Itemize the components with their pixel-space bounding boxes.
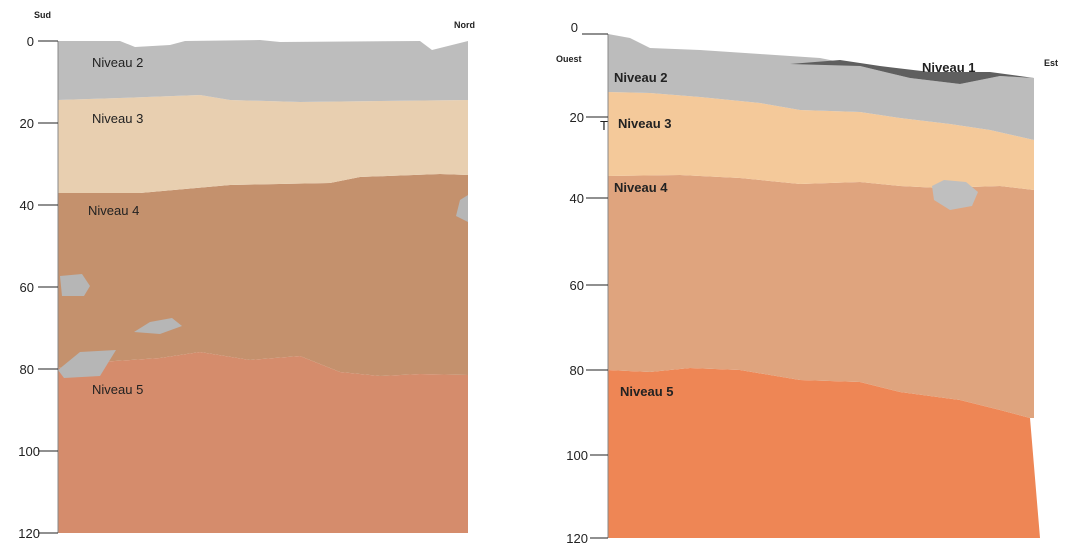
right-direction-end: Est <box>1044 58 1058 68</box>
right-layer-3-label: Niveau 3 <box>618 116 671 131</box>
right-axis-ticks <box>582 33 608 539</box>
right-layer-4-label: Niveau 4 <box>614 180 668 195</box>
right-layer-1-label: Niveau 1 <box>922 60 975 75</box>
right-layer-5 <box>608 368 1040 538</box>
left-gray-patch-3 <box>58 350 116 378</box>
left-tick-0: 0 <box>27 34 34 49</box>
right-layer-1 <box>790 60 1034 84</box>
right-layer-4 <box>608 175 1034 418</box>
left-layer-5 <box>58 352 468 533</box>
left-layer-3 <box>58 95 468 193</box>
right-section: 0 20 40 60 80 100 120 Ouest Est T Niveau… <box>556 20 1058 545</box>
right-tick-120: 120 <box>566 531 588 545</box>
left-gray-patch-2 <box>134 318 182 334</box>
right-direction-start: Ouest <box>556 54 582 64</box>
stray-mark: T <box>600 118 608 133</box>
left-layer-3-label: Niveau 3 <box>92 111 143 126</box>
left-direction-end: Nord <box>454 20 475 30</box>
left-layer-2 <box>58 40 468 102</box>
right-layer-2-label: Niveau 2 <box>614 70 667 85</box>
right-layer-3 <box>608 92 1034 190</box>
left-axis-ticks <box>38 40 58 534</box>
left-tick-80: 80 <box>20 362 34 377</box>
left-section: 0 20 40 60 80 100 120 Sud Nord Niveau 2 … <box>18 10 475 541</box>
left-tick-120: 120 <box>18 526 40 541</box>
right-layer-2 <box>608 34 1034 140</box>
left-tick-100: 100 <box>18 444 40 459</box>
left-layer-5-label: Niveau 5 <box>92 382 143 397</box>
left-gray-patch-4 <box>456 195 468 222</box>
right-tick-40: 40 <box>570 191 584 206</box>
left-layer-4-label: Niveau 4 <box>88 203 139 218</box>
right-tick-80: 80 <box>570 363 584 378</box>
left-tick-20: 20 <box>20 116 34 131</box>
right-layer-5-label: Niveau 5 <box>620 384 673 399</box>
left-direction-start: Sud <box>34 10 51 20</box>
right-tick-100: 100 <box>566 448 588 463</box>
left-layer-2-label: Niveau 2 <box>92 55 143 70</box>
left-tick-60: 60 <box>20 280 34 295</box>
right-tick-20: 20 <box>570 110 584 125</box>
right-tick-60: 60 <box>570 278 584 293</box>
right-tick-0: 0 <box>571 20 578 35</box>
right-gray-patch <box>932 180 978 210</box>
left-tick-40: 40 <box>20 198 34 213</box>
left-gray-patch-1 <box>60 274 90 296</box>
